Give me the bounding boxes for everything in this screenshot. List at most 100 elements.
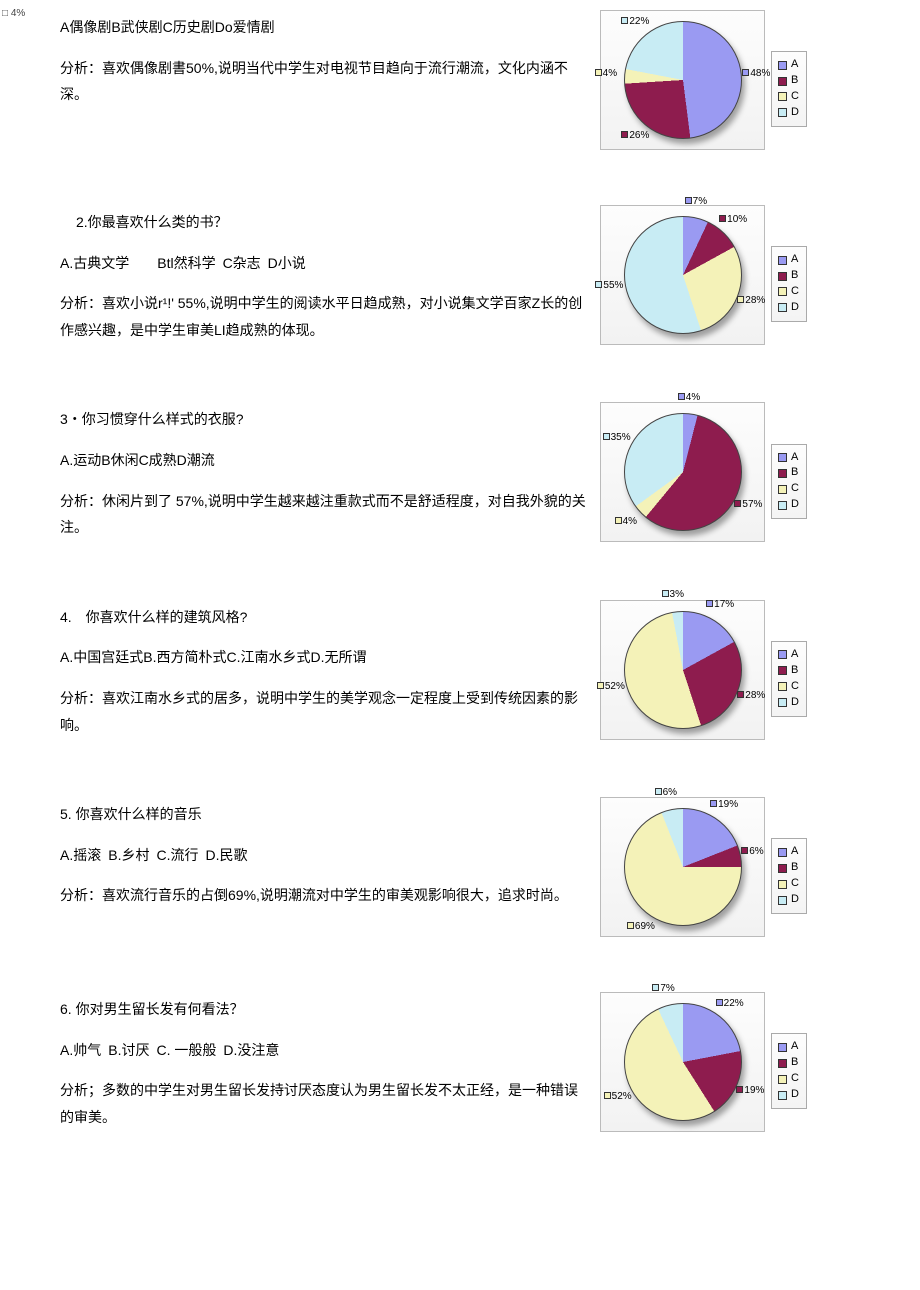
legend-label: C xyxy=(791,876,799,892)
legend-label: B xyxy=(791,465,798,481)
legend-color-icon xyxy=(778,666,787,675)
slice-percent: 6% xyxy=(749,846,763,857)
legend-row: A xyxy=(778,57,799,73)
slice-percent: 22% xyxy=(724,998,744,1009)
question-section: A偶像剧B武侠剧C历史剧Do爱情剧分析：喜欢偶像剧書50%,说明当代中学生对电视… xyxy=(60,10,910,150)
legend-row: A xyxy=(778,252,799,268)
corner-label: □ 4% xyxy=(2,8,25,19)
legend-label: C xyxy=(791,1071,799,1087)
text-column: A偶像剧B武侠剧C历史剧Do爱情剧分析：喜欢偶像剧書50%,说明当代中学生对电视… xyxy=(60,10,600,112)
pie xyxy=(624,216,742,334)
slice-percent: 69% xyxy=(635,921,655,932)
legend-label: A xyxy=(791,647,798,663)
question-title: 2.你最喜欢什么类的书？ xyxy=(76,209,588,236)
text-column: 4. 你喜欢什么样的建筑风格?A.中国宫廷式B.西方简朴式C.江南水乡式D.无所… xyxy=(60,600,600,742)
text-column: 6. 你对男生留长发有何看法？ A.帅气 B.讨厌 C. 一般般 D.没注意分析；… xyxy=(60,992,600,1134)
slice-label: 22% xyxy=(716,998,744,1009)
slice-percent: 19% xyxy=(718,799,738,810)
slice-color-icon xyxy=(662,590,669,597)
slice-label: 55% xyxy=(595,280,623,291)
slice-color-icon xyxy=(685,197,692,204)
question-section: 3・你习惯穿什么样式的衣服?A.运动B休闲C成熟D潮流分析：休闲片到了 57%,… xyxy=(60,402,910,544)
legend-label: B xyxy=(791,1055,798,1071)
legend-color-icon xyxy=(778,77,787,86)
pie-chart: 22%19%52%7% xyxy=(600,992,765,1132)
slice-label: 6% xyxy=(741,846,763,857)
slice-label: 10% xyxy=(719,214,747,225)
slice-percent: 7% xyxy=(660,983,674,994)
slice-label: 28% xyxy=(737,690,765,701)
legend-row: D xyxy=(778,300,799,316)
pie-chart: 7%10%28%55% xyxy=(600,205,765,345)
options-line: A.运动B休闲C成熟D潮流 xyxy=(60,447,588,474)
legend-row: C xyxy=(778,679,799,695)
slice-label: 19% xyxy=(710,799,738,810)
slice-label: 7% xyxy=(652,983,674,994)
pie-chart: 48%26%4%22% xyxy=(600,10,765,150)
legend-row: B xyxy=(778,73,799,89)
legend-label: C xyxy=(791,481,799,497)
legend-row: A xyxy=(778,647,799,663)
analysis-text: 分析：喜欢偶像剧書50%,说明当代中学生对电视节目趋向于流行潮流，文化内涵不深。 xyxy=(60,55,588,108)
slice-percent: 19% xyxy=(744,1085,764,1096)
slice-color-icon xyxy=(615,517,622,524)
slice-label: 22% xyxy=(621,16,649,27)
legend: ABCD xyxy=(771,838,807,914)
question-section: 2.你最喜欢什么类的书？A.古典文学 Btl然科学 C杂志 D小说分析：喜欢小说… xyxy=(60,205,910,347)
slice-percent: 52% xyxy=(605,681,625,692)
question-title: 5. 你喜欢什么样的音乐 xyxy=(60,801,588,828)
legend-color-icon xyxy=(778,92,787,101)
slice-label: 48% xyxy=(742,68,770,79)
slice-percent: 4% xyxy=(623,516,637,527)
slice-color-icon xyxy=(597,682,604,689)
legend-color-icon xyxy=(778,453,787,462)
slice-color-icon xyxy=(736,1086,743,1093)
pie xyxy=(624,21,742,139)
legend: ABCD xyxy=(771,444,807,520)
document-content: A偶像剧B武侠剧C历史剧Do爱情剧分析：喜欢偶像剧書50%,说明当代中学生对电视… xyxy=(0,0,920,1220)
slice-percent: 55% xyxy=(603,280,623,291)
slice-color-icon xyxy=(742,69,749,76)
legend-color-icon xyxy=(778,1091,787,1100)
slice-percent: 57% xyxy=(742,499,762,510)
pie-wrap: 19%6%69%6% xyxy=(624,808,742,926)
legend-color-icon xyxy=(778,896,787,905)
legend-label: D xyxy=(791,695,799,711)
legend-row: A xyxy=(778,450,799,466)
slice-label: 52% xyxy=(604,1091,632,1102)
legend-label: B xyxy=(791,268,798,284)
legend: ABCD xyxy=(771,641,807,717)
slice-color-icon xyxy=(719,215,726,222)
legend-color-icon xyxy=(778,303,787,312)
slice-percent: 7% xyxy=(693,196,707,207)
slice-color-icon xyxy=(741,847,748,854)
chart-column: 48%26%4%22%ABCD xyxy=(600,10,900,150)
question-title: 6. 你对男生留长发有何看法？ xyxy=(60,996,588,1023)
pie-wrap: 17%28%52%3% xyxy=(624,611,742,729)
slice-color-icon xyxy=(627,922,634,929)
analysis-text: 分析；多数的中学生对男生留长发持讨厌态度认为男生留长发不太正经，是一种错误的审美… xyxy=(60,1077,588,1130)
legend-color-icon xyxy=(778,682,787,691)
chart-column: 19%6%69%6% ABCD xyxy=(600,797,900,937)
chart-column: 22%19%52%7%ABCD xyxy=(600,992,900,1132)
legend-color-icon xyxy=(778,1059,787,1068)
legend-label: D xyxy=(791,300,799,316)
slice-percent: 35% xyxy=(611,432,631,443)
options-line: A.帅气 B.讨厌 C. 一般般 D.没注意 xyxy=(60,1037,588,1064)
legend-row: D xyxy=(778,892,799,908)
slice-percent: 3% xyxy=(670,589,684,600)
pie-wrap: 48%26%4%22% xyxy=(624,21,742,139)
slice-color-icon xyxy=(604,1092,611,1099)
pie-chart: 17%28%52%3% xyxy=(600,600,765,740)
slice-percent: 4% xyxy=(686,392,700,403)
slice-percent: 48% xyxy=(750,68,770,79)
question-title: 3・你习惯穿什么样式的衣服? xyxy=(60,406,588,433)
legend-row: A xyxy=(778,844,799,860)
legend-color-icon xyxy=(778,650,787,659)
legend-color-icon xyxy=(778,61,787,70)
pie xyxy=(624,413,742,531)
text-column: 5. 你喜欢什么样的音乐A.摇滚 B.乡村 C.流行 D.民歌分析：喜欢流行音乐… xyxy=(60,797,600,913)
question-section: 4. 你喜欢什么样的建筑风格?A.中国宫廷式B.西方简朴式C.江南水乡式D.无所… xyxy=(60,600,910,742)
legend-row: C xyxy=(778,284,799,300)
slice-color-icon xyxy=(737,691,744,698)
